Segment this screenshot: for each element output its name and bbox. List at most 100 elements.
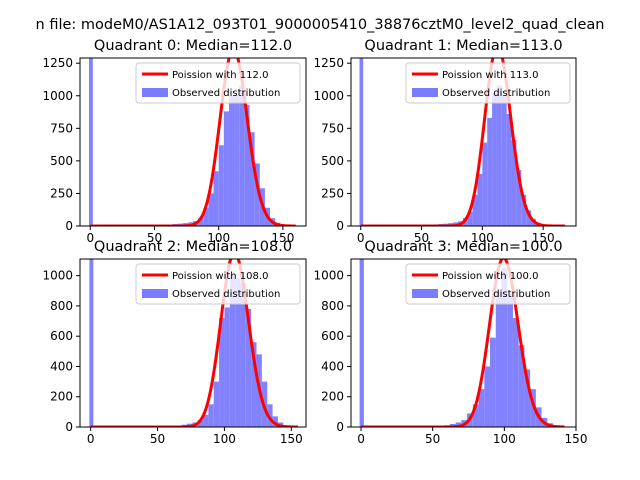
histogram-bar: [272, 416, 278, 427]
histogram-bar: [478, 389, 485, 427]
y-tick-label: 1000: [313, 89, 344, 103]
x-tick-label: 0: [357, 231, 365, 245]
x-tick-label: 50: [414, 231, 429, 245]
y-tick-label: 400: [50, 359, 73, 373]
histogram-bar: [213, 171, 219, 226]
y-tick-label: 1000: [42, 269, 73, 283]
legend: Poission with 112.0 Observed distribution: [135, 62, 301, 104]
x-tick-label: 0: [86, 231, 94, 245]
histogram-bar: [235, 278, 241, 427]
histogram-bar: [490, 337, 496, 427]
x-tick-label: 100: [493, 432, 516, 446]
histogram-bar: [472, 194, 478, 226]
histogram-bar: [455, 422, 462, 427]
histogram-bar: [244, 104, 250, 226]
legend-box: [405, 62, 571, 104]
histogram-bar: [249, 132, 255, 226]
histogram-bar: [267, 404, 273, 427]
x-tick-label: 50: [147, 231, 162, 245]
subplot-quadrant-0: 0 50 100 150 0 250 500 750 1000 1250 Quadrant 0: M…: [42, 38, 307, 245]
legend-label-poisson: Poission with 113.0: [442, 70, 538, 81]
histogram-bar: [219, 318, 225, 427]
histogram-bar: [88, 58, 93, 226]
legend-bar-swatch: [142, 289, 168, 298]
y-tick-label: 400: [321, 359, 344, 373]
y-tick-label: 600: [50, 329, 73, 343]
legend: Poission with 100.0 Observed distribution: [405, 263, 571, 305]
histogram-bar: [495, 290, 502, 427]
legend-label-poisson: Poission with 100.0: [442, 271, 538, 282]
histogram-bar: [501, 268, 508, 427]
histogram-bar: [472, 404, 479, 427]
histogram-bar: [530, 389, 536, 427]
histogram-bar: [198, 218, 204, 226]
histogram-bar: [516, 170, 522, 226]
figure-title: n file: modeM0/AS1A12_093T01_9000005410_…: [36, 17, 605, 33]
plot-area: [359, 58, 566, 226]
histogram-bar: [229, 274, 236, 427]
histogram-bar: [228, 95, 235, 226]
histogram-bar: [496, 85, 502, 226]
y-tick-label: 250: [50, 186, 73, 200]
histogram-bar: [501, 95, 507, 226]
histogram-bar: [224, 307, 230, 427]
histogram-bar: [234, 94, 240, 226]
subplot-quadrant-3: 0 50 100 150 0 200 400 600 800 1000 Quadrant 3: Me…: [313, 239, 587, 446]
y-tick-label: 200: [50, 390, 73, 404]
histogram-bar: [245, 308, 252, 427]
histogram-bar: [507, 293, 513, 427]
y-tick-label: 1250: [313, 56, 344, 70]
histogram-bar: [482, 142, 488, 226]
histogram-bar: [89, 259, 94, 427]
legend-box: [135, 62, 301, 104]
legend: Poission with 113.0 Observed distribution: [405, 62, 571, 104]
legend-label-observed: Observed distribution: [442, 289, 550, 300]
histogram-bar: [203, 207, 209, 226]
histogram-bar: [359, 259, 364, 427]
histogram-bar: [467, 211, 473, 226]
y-tick-label: 200: [321, 390, 344, 404]
subplot-title: Quadrant 2: Median=108.0: [94, 239, 292, 255]
histogram-bar: [203, 414, 209, 427]
histogram-bar: [518, 345, 525, 427]
subplot-title: Quadrant 3: Median=100.0: [364, 239, 562, 255]
histogram-bar: [477, 173, 483, 226]
x-tick-label: 0: [87, 432, 95, 446]
poisson-curve: [359, 58, 566, 226]
histogram-bar: [208, 404, 214, 427]
histogram-bar: [526, 210, 531, 226]
histogram-bar: [521, 194, 527, 226]
histogram-bar: [506, 114, 512, 226]
histogram-bar: [484, 366, 491, 427]
histogram-bar: [208, 193, 214, 226]
x-tick-label: 150: [565, 432, 588, 446]
x-tick-label: 50: [425, 432, 440, 446]
y-tick-label: 750: [321, 121, 344, 135]
x-tick-label: 100: [471, 231, 494, 245]
y-tick-label: 0: [65, 420, 73, 434]
plot-area: [359, 259, 566, 427]
y-tick-label: 1250: [42, 56, 73, 70]
histogram-bar: [239, 85, 245, 226]
legend-label-observed: Observed distribution: [172, 289, 280, 300]
x-tick-label: 150: [271, 231, 294, 245]
y-tick-label: 800: [50, 299, 73, 313]
legend-label-poisson: Poission with 112.0: [172, 70, 268, 81]
histogram-bar: [223, 111, 229, 226]
y-tick-label: 750: [50, 121, 73, 135]
y-tick-label: 0: [336, 219, 344, 233]
legend: Poission with 108.0 Observed distribution: [135, 263, 301, 305]
plot-area: [89, 259, 299, 427]
axes-frame: [79, 258, 307, 428]
histogram-bar: [254, 163, 260, 226]
subplot-quadrant-1: 0 50 100 150 0 250 500 750 1000 1250 Quadrant 1: M…: [313, 38, 577, 245]
x-tick-label: 50: [150, 432, 165, 446]
legend-box: [405, 263, 571, 305]
y-tick-label: 800: [321, 299, 344, 313]
subplot-quadrant-2: 0 50 100 150 0 200 400 600 800 1000 Quadrant 2: Me…: [42, 239, 307, 446]
x-tick-label: 150: [532, 231, 555, 245]
y-tick-label: 1000: [42, 89, 73, 103]
axes-frame: [350, 258, 577, 428]
legend-bar-swatch: [412, 88, 438, 97]
histogram-bar: [240, 283, 246, 427]
